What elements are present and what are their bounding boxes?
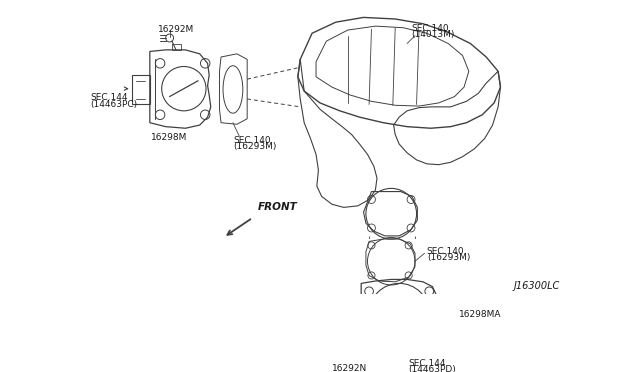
Text: 16292M: 16292M: [157, 25, 194, 34]
Text: 16298MA: 16298MA: [458, 310, 501, 319]
Text: (14013M): (14013M): [411, 30, 454, 39]
Text: SEC.144: SEC.144: [90, 93, 128, 102]
Text: 16292N: 16292N: [332, 364, 367, 372]
Text: J16300LC: J16300LC: [514, 281, 560, 291]
Text: (16293M): (16293M): [233, 142, 276, 151]
Text: FRONT: FRONT: [259, 202, 298, 212]
Text: (14463PC): (14463PC): [90, 100, 138, 109]
Text: SEC.140: SEC.140: [427, 247, 465, 256]
Text: SEC.140: SEC.140: [233, 136, 271, 145]
Text: SEC.140: SEC.140: [411, 24, 449, 33]
Text: (14463PD): (14463PD): [409, 365, 456, 372]
Text: 16298M: 16298M: [152, 133, 188, 142]
Text: SEC.144: SEC.144: [409, 359, 446, 368]
Text: (16293M): (16293M): [427, 253, 470, 262]
